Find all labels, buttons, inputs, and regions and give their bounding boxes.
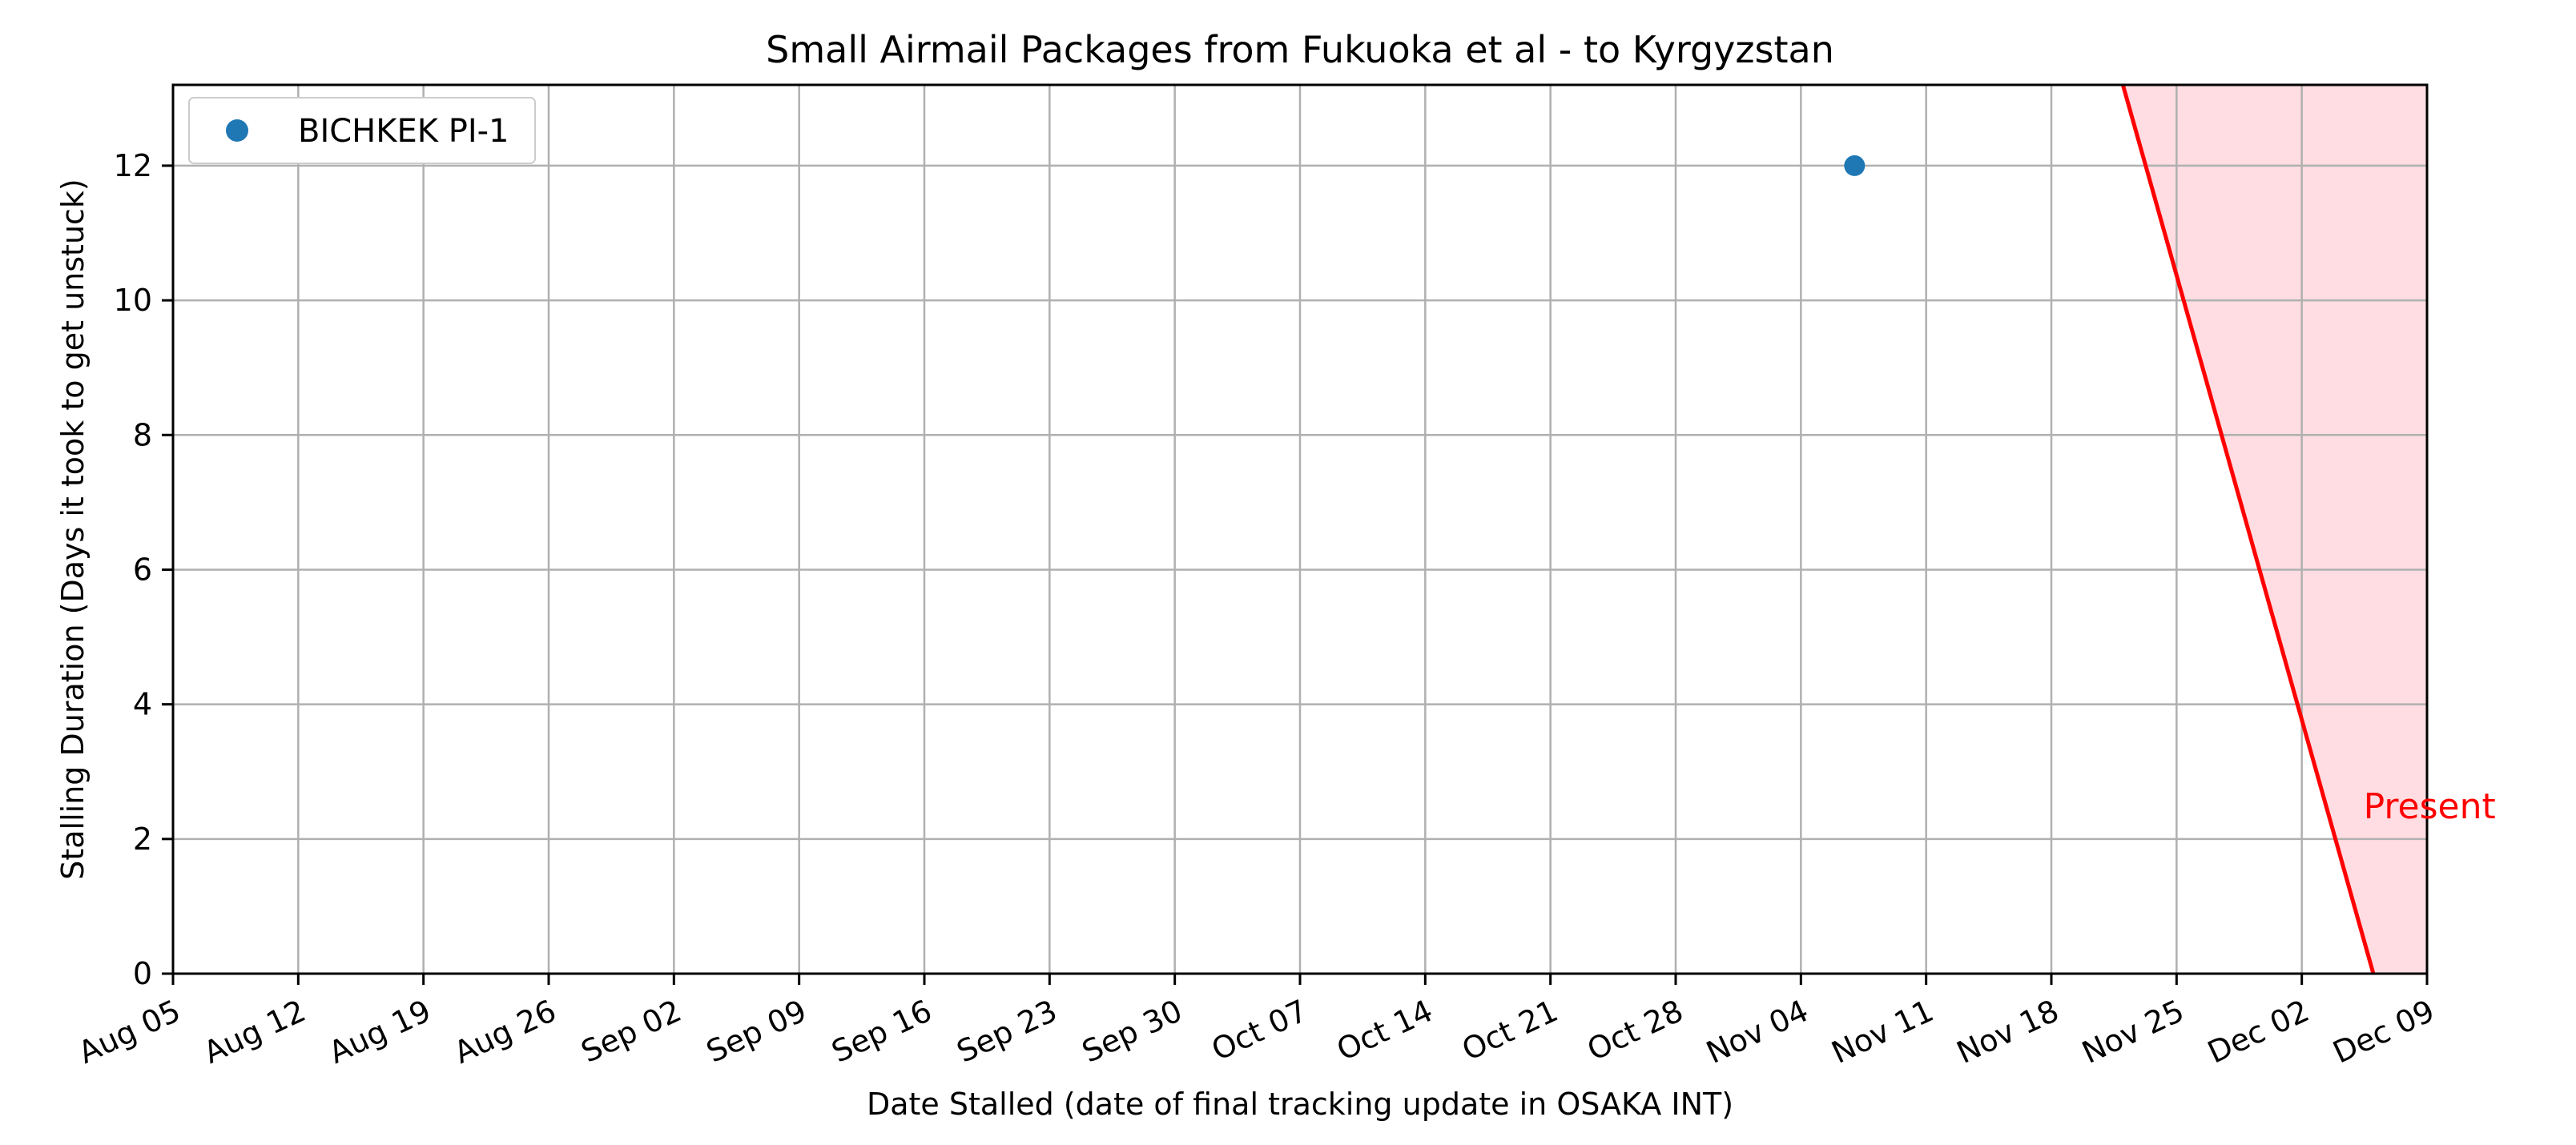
chart-title: Small Airmail Packages from Fukuoka et a…: [766, 28, 1834, 71]
present-shaded-region: [2123, 85, 2427, 974]
legend-box: [188, 97, 536, 164]
present-line: [2120, 84, 2376, 974]
x-axis-label: Date Stalled (date of final tracking upd…: [867, 1087, 1733, 1122]
y-tick-label: 8: [133, 417, 152, 452]
legend: BICHKEK PI-1: [188, 97, 536, 164]
present-line-layer: [2120, 84, 2376, 974]
scatter-points-layer: [1844, 155, 1866, 176]
y-tick-label: 0: [133, 956, 152, 991]
y-tick-label: 10: [114, 283, 152, 318]
y-tick-label: 12: [114, 148, 152, 183]
present-label: Present: [2364, 786, 2496, 827]
y-tick-label: 6: [133, 552, 152, 587]
y-axis-ticks: 0 2 4 6 8 10 12: [114, 148, 173, 991]
legend-marker: [226, 119, 248, 142]
legend-label: BICHKEK PI-1: [298, 113, 509, 150]
y-axis-label: Stalling Duration (Days it took to get u…: [55, 179, 91, 880]
data-point: [1844, 155, 1866, 176]
y-tick-label: 4: [133, 687, 152, 722]
present-shading-layer: [2123, 85, 2427, 974]
y-tick-label: 2: [133, 822, 152, 857]
